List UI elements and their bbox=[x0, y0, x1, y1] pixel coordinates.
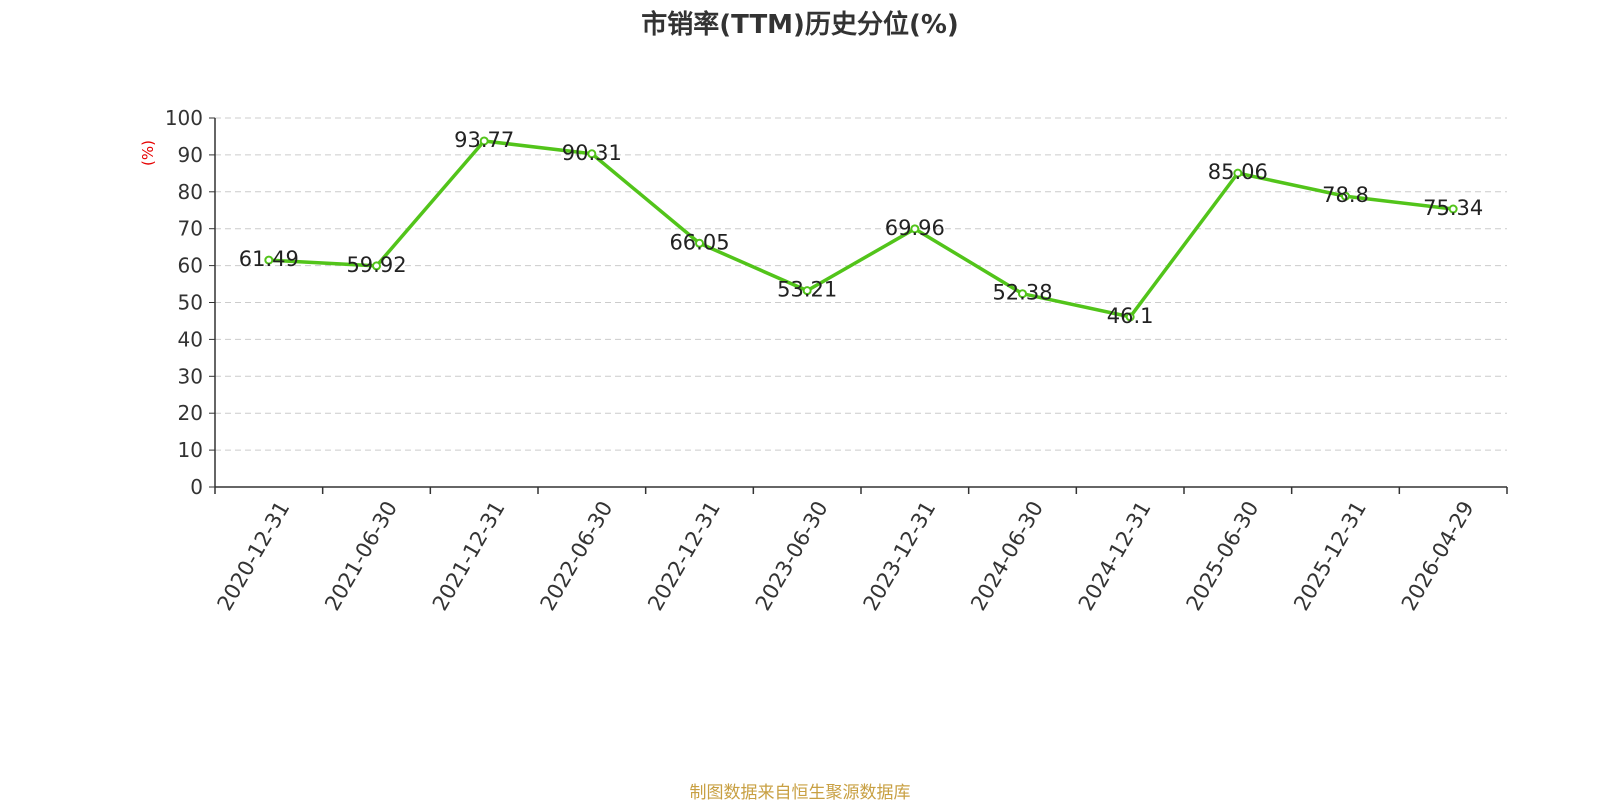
data-label: 75.34 bbox=[1423, 196, 1483, 220]
y-tick-label: 40 bbox=[178, 327, 203, 351]
x-tick-label: 2020-12-31 bbox=[213, 497, 295, 615]
x-tick-label: 2024-12-31 bbox=[1074, 497, 1156, 615]
grid-lines bbox=[215, 117, 1507, 451]
y-tick-label: 0 bbox=[190, 475, 203, 499]
data-label: 46.1 bbox=[1107, 304, 1154, 328]
y-tick-label: 60 bbox=[178, 254, 203, 278]
axes: 0 10 20 30 40 50 60 70 80 90 100 2020-12-31 2021-06-… bbox=[165, 106, 1508, 615]
data-point bbox=[1233, 168, 1243, 178]
data-point bbox=[1448, 204, 1458, 214]
y-tick-label: 90 bbox=[178, 143, 203, 167]
x-tick-label: 2023-06-30 bbox=[751, 497, 833, 615]
data-label: 85.06 bbox=[1208, 160, 1268, 184]
y-tick-label: 20 bbox=[178, 401, 203, 425]
y-tick-label: 10 bbox=[178, 438, 203, 462]
data-labels: 61.49 59.92 93.77 90.31 66.05 53.21 69.96 52.38… bbox=[239, 128, 1483, 328]
data-label: 78.8 bbox=[1322, 183, 1369, 207]
data-point bbox=[479, 136, 489, 146]
data-point bbox=[695, 238, 704, 248]
y-tick-label: 50 bbox=[178, 291, 203, 315]
data-label: 59.92 bbox=[346, 253, 406, 277]
x-tick-label: 2025-06-30 bbox=[1182, 497, 1264, 615]
data-point bbox=[587, 149, 597, 159]
data-label: 52.38 bbox=[992, 281, 1052, 305]
data-point bbox=[802, 286, 812, 296]
data-label: 53.21 bbox=[777, 278, 837, 302]
data-label: 61.49 bbox=[239, 247, 299, 271]
x-tick-label: 2026-04-29 bbox=[1397, 497, 1479, 615]
source-note: 制图数据来自恒生聚源数据库 bbox=[689, 783, 911, 803]
data-label: 69.96 bbox=[885, 216, 945, 240]
y-tick-label: 70 bbox=[178, 217, 203, 241]
x-tick-label: 2025-12-31 bbox=[1289, 497, 1371, 615]
y-tick-label: 100 bbox=[165, 106, 203, 130]
x-tick-label: 2021-12-31 bbox=[428, 497, 510, 615]
data-label: 66.05 bbox=[669, 230, 729, 254]
y-tick-label: 30 bbox=[178, 364, 203, 388]
data-point bbox=[264, 255, 274, 265]
y-tick-label: 80 bbox=[178, 180, 203, 204]
y-axis-title: (%) bbox=[139, 140, 157, 166]
data-point bbox=[372, 261, 381, 271]
x-tick-label: 2023-12-31 bbox=[859, 497, 941, 615]
data-label: 93.77 bbox=[454, 128, 514, 152]
data-point bbox=[1018, 289, 1027, 299]
x-tick-label: 2022-06-30 bbox=[536, 497, 618, 615]
x-tick-label: 2024-06-30 bbox=[966, 497, 1048, 615]
data-point bbox=[1341, 191, 1350, 201]
data-point bbox=[1125, 312, 1135, 322]
series-line-layer bbox=[264, 136, 1458, 322]
series-line bbox=[268, 139, 1454, 319]
x-tick-label: 2021-06-30 bbox=[320, 497, 402, 615]
data-label: 90.31 bbox=[562, 141, 622, 165]
chart-title: 市销率(TTM)历史分位(%) bbox=[641, 10, 959, 40]
data-point bbox=[910, 224, 920, 234]
x-tick-label: 2022-12-31 bbox=[643, 497, 725, 615]
